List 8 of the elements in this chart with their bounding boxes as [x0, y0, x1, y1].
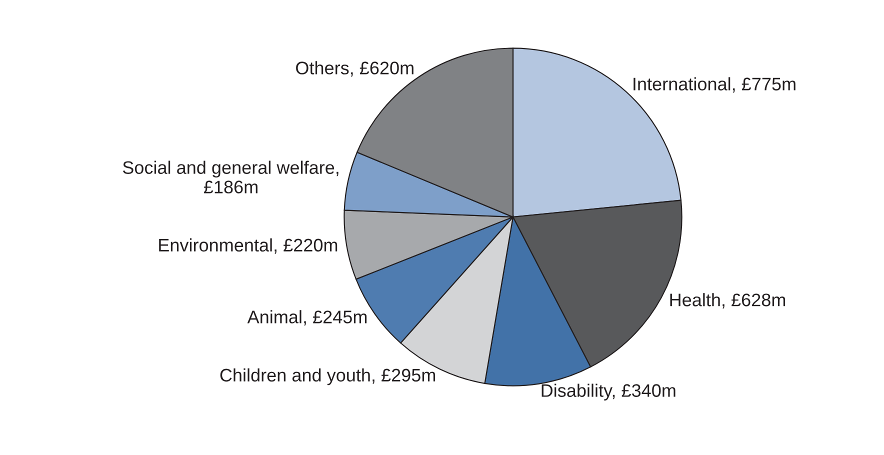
- slice-label: Others, £620m: [296, 61, 414, 77]
- slice-label: Social and general welfare, £186m: [122, 160, 338, 194]
- slice-label: Disability, £340m: [542, 384, 676, 401]
- slice-label: Children and youth, £295m: [220, 368, 436, 386]
- slice-label: Health, £628m: [670, 293, 786, 308]
- slice-label: International, £775m: [634, 77, 796, 93]
- slice-label: Animal, £245m: [247, 310, 367, 326]
- slice-label: Environmental, £220m: [159, 238, 338, 254]
